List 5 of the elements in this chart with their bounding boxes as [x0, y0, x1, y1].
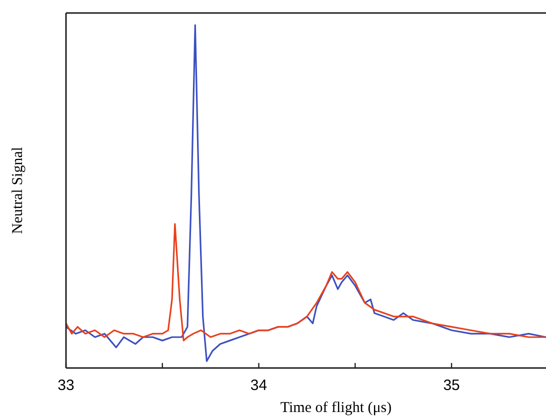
x-tick-label: 33	[58, 377, 74, 394]
x-axis-title: Time of flight (μs)	[280, 400, 392, 416]
x-tick-label: 34	[250, 377, 268, 394]
x-tick-label: 35	[443, 377, 460, 394]
y-axis-title: Neutral Signal	[10, 146, 26, 234]
